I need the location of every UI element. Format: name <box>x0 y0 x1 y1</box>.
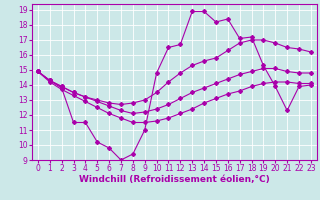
X-axis label: Windchill (Refroidissement éolien,°C): Windchill (Refroidissement éolien,°C) <box>79 175 270 184</box>
